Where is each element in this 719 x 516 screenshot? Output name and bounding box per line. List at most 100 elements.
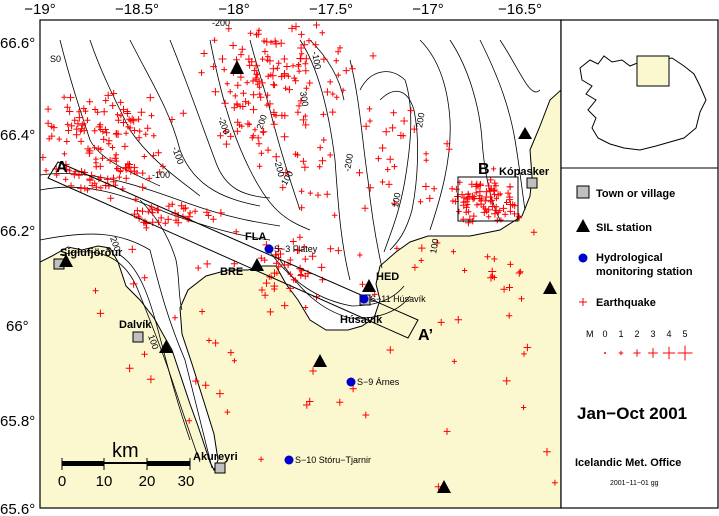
earthquake-marker bbox=[299, 115, 308, 124]
earthquake-marker bbox=[303, 85, 310, 92]
earthquake-marker bbox=[269, 64, 278, 73]
earthquake-marker bbox=[117, 168, 124, 175]
earthquake-marker bbox=[275, 264, 282, 270]
earthquake-marker bbox=[288, 24, 296, 33]
earthquake-marker bbox=[523, 343, 532, 352]
legend-hydro-symbol bbox=[578, 253, 588, 263]
earthquake-marker bbox=[253, 31, 260, 38]
earthquake-marker bbox=[97, 174, 105, 182]
earthquake-marker bbox=[244, 79, 250, 86]
earthquake-marker bbox=[258, 286, 266, 294]
contour-label: 100 bbox=[428, 238, 440, 255]
earthquake-marker bbox=[478, 198, 484, 204]
earthquake-marker bbox=[375, 155, 382, 162]
earthquake-marker bbox=[433, 239, 441, 247]
earthquake-marker bbox=[386, 346, 394, 354]
earthquake-marker bbox=[334, 94, 340, 100]
earthquake-marker bbox=[258, 79, 266, 87]
earthquake-marker bbox=[65, 127, 72, 134]
earthquake-marker bbox=[407, 107, 415, 114]
earthquake-marker bbox=[470, 212, 478, 220]
hydro-station-labels: S−3 Flatey S−11 Húsavík S−9 Árnes S−10 S… bbox=[274, 244, 426, 465]
town-marker bbox=[526, 177, 538, 189]
earthquake-marker bbox=[517, 268, 524, 275]
earthquake-marker bbox=[218, 55, 227, 63]
earthquake-marker bbox=[507, 208, 514, 215]
earthquake-marker bbox=[302, 54, 311, 63]
scale-unit: km bbox=[112, 440, 139, 462]
earthquake-marker bbox=[280, 70, 289, 78]
earthquake-marker bbox=[187, 210, 193, 216]
earthquake-marker bbox=[241, 98, 250, 106]
earthquake-marker bbox=[304, 269, 312, 278]
earthquake-marker bbox=[260, 129, 266, 136]
earthquake-marker bbox=[507, 184, 513, 190]
earthquake-marker bbox=[302, 67, 310, 75]
earthquake-marker bbox=[86, 176, 94, 184]
earthquake-marker bbox=[71, 117, 78, 124]
earthquake-marker bbox=[282, 85, 289, 91]
earthquake-marker bbox=[327, 245, 335, 253]
earthquake-marker bbox=[456, 208, 462, 215]
earthquake-marker bbox=[423, 151, 429, 157]
contour-label: 200 bbox=[108, 235, 123, 253]
earthquake-marker bbox=[85, 149, 94, 157]
contour-labels: S0 -100 200 -200 -100 100 -200 200 300 -… bbox=[50, 18, 441, 351]
earthquake-marker bbox=[143, 224, 150, 231]
earthquake-marker bbox=[100, 108, 108, 116]
earthquake-marker bbox=[156, 169, 163, 175]
earthquake-marker bbox=[162, 220, 169, 227]
office-label: Icelandic Met. Office bbox=[575, 457, 681, 469]
earthquake-marker bbox=[485, 182, 493, 190]
lat-tick: 65.8° bbox=[0, 413, 35, 430]
earthquake-marker bbox=[247, 30, 254, 37]
earthquake-marker bbox=[224, 409, 231, 415]
legend-town-symbol bbox=[576, 185, 590, 199]
earthquake-marker bbox=[299, 51, 305, 57]
earthquake-marker bbox=[487, 176, 494, 183]
earthquake-marker bbox=[200, 49, 208, 57]
sil-station-marker bbox=[59, 254, 73, 267]
contour-label: -200 bbox=[272, 158, 286, 178]
earthquake-marker bbox=[515, 213, 522, 220]
earthquake-marker bbox=[99, 155, 106, 162]
earthquake-marker bbox=[371, 291, 378, 298]
earthquake-marker bbox=[521, 351, 527, 357]
earthquake-marker bbox=[465, 215, 474, 224]
earthquake-marker bbox=[474, 202, 480, 208]
earthquake-marker bbox=[172, 217, 180, 224]
earthquake-marker bbox=[309, 367, 317, 375]
hydro-station-marker bbox=[264, 244, 274, 254]
earthquake-marker bbox=[543, 448, 551, 456]
contour-label: -200 bbox=[342, 153, 355, 172]
contour-label: -100 bbox=[310, 51, 323, 70]
earthquake-marker bbox=[146, 375, 155, 384]
sil-station-label: FLA bbox=[245, 231, 266, 243]
earthquake-marker bbox=[390, 109, 397, 117]
earthquake-marker bbox=[298, 188, 305, 195]
earthquake-marker bbox=[317, 263, 326, 272]
lat-tick: 66° bbox=[6, 318, 29, 335]
earthquake-marker bbox=[378, 144, 387, 152]
earthquake-marker bbox=[227, 89, 233, 95]
earthquake-marker bbox=[141, 274, 148, 281]
earthquake-marker bbox=[244, 120, 252, 128]
earthquake-marker bbox=[551, 479, 558, 486]
earthquake-marker bbox=[491, 166, 497, 172]
town-label: Húsavík bbox=[340, 314, 383, 326]
earthquake-marker bbox=[92, 287, 99, 294]
earthquake-marker bbox=[43, 168, 49, 174]
earthquake-marker bbox=[465, 209, 472, 215]
earthquake-marker bbox=[520, 404, 527, 411]
earthquake-marker bbox=[125, 124, 131, 130]
earthquake-marker bbox=[295, 102, 303, 110]
earthquake-marker bbox=[301, 163, 309, 172]
earthquake-marker bbox=[114, 112, 121, 118]
earthquake-marker bbox=[499, 204, 508, 213]
date-stamp: 2001−11−01 gg bbox=[610, 480, 659, 487]
legend-label: Town or village bbox=[596, 188, 675, 200]
earthquake-marker bbox=[493, 182, 499, 189]
earthquake-marker bbox=[128, 245, 137, 254]
lat-tick: 66.4° bbox=[0, 127, 35, 144]
